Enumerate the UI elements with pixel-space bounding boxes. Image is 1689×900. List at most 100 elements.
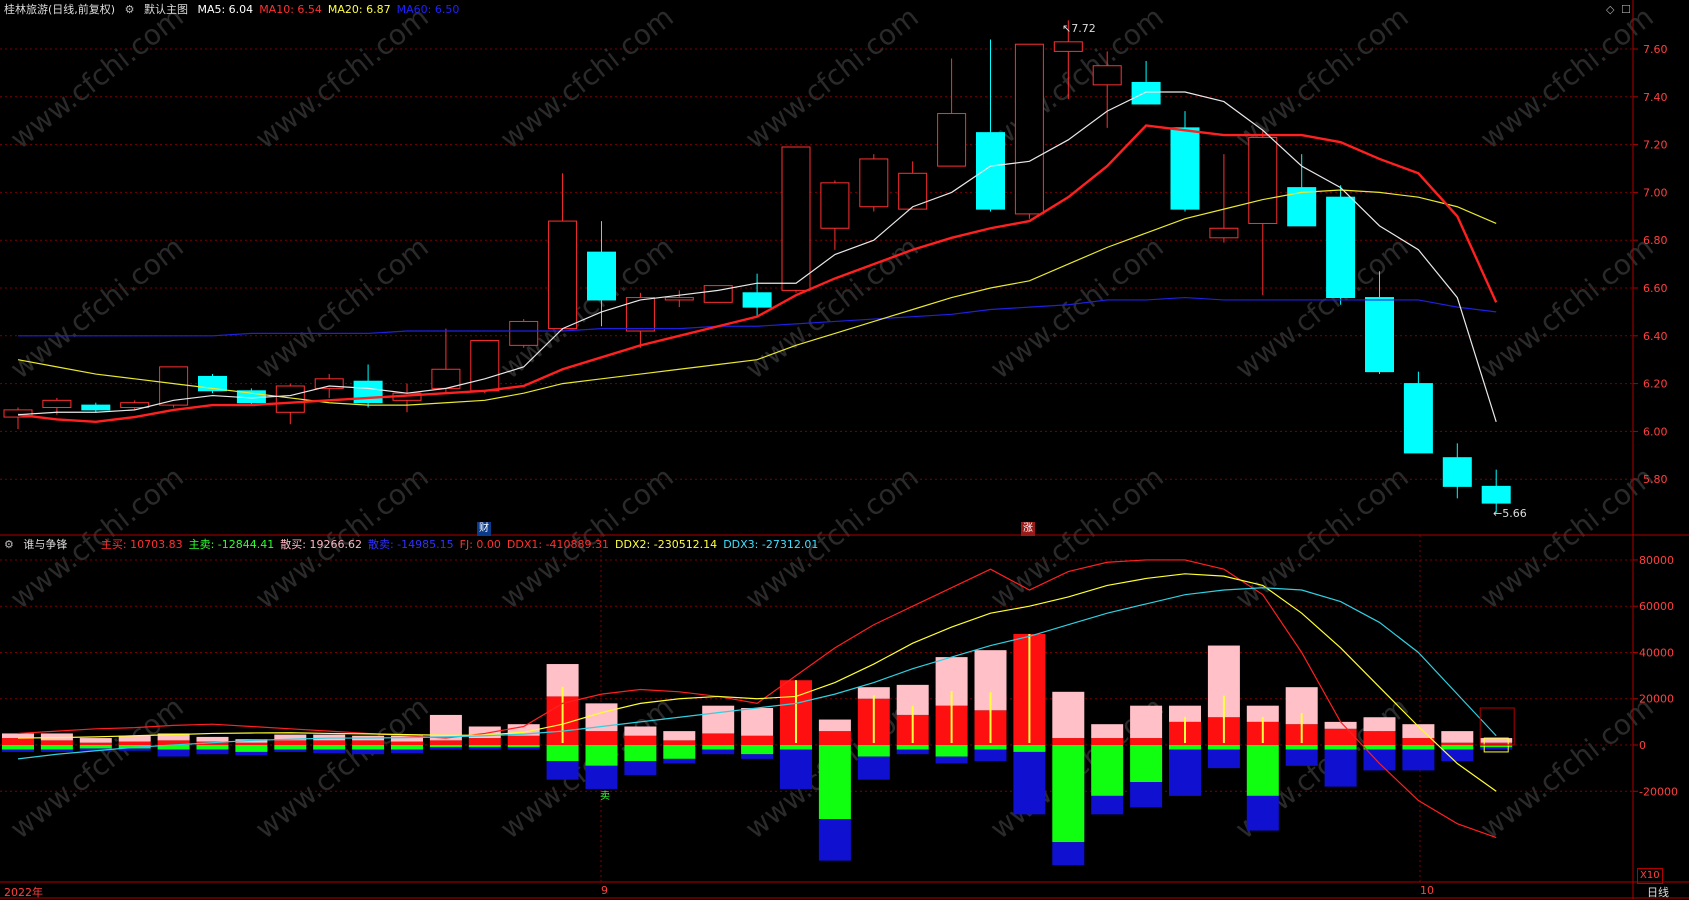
candle-body (820, 182, 850, 229)
watermark-text: www.cfchi.com (249, 690, 435, 845)
settings-icon[interactable]: ⚙ (124, 3, 135, 16)
finance-marker[interactable]: 财 (477, 522, 491, 536)
retail-sell-bar (429, 747, 462, 750)
candle-body (1170, 127, 1200, 210)
candle-body (1248, 136, 1278, 224)
axis-month-10: 10 (1420, 884, 1434, 897)
candle-body (314, 378, 344, 389)
retail-sell-bar (780, 749, 812, 789)
indicator-tick-label: 60000 (1639, 600, 1674, 613)
candle-body (81, 404, 111, 411)
main-sell-bar (235, 745, 268, 752)
candle-body (1442, 457, 1472, 487)
candle-body (120, 402, 150, 409)
indicator-value-5: DDX1: -410889.31 (506, 538, 610, 551)
main-buy-bar (624, 735, 657, 745)
main-sell-bar (818, 745, 851, 820)
main-sell-bar (585, 745, 618, 766)
candle-body (1131, 81, 1161, 105)
indicator-value-1: 主卖: -12844.41 (188, 538, 275, 551)
retail-sell-bar (1169, 749, 1201, 796)
retail-buy-bar (702, 705, 735, 734)
candle-body (859, 158, 889, 208)
main-sell-bar (702, 745, 735, 750)
retail-buy-bar (1363, 717, 1396, 732)
main-sell-bar (507, 745, 540, 748)
candle-body (1209, 227, 1239, 239)
main-sell-bar (1169, 745, 1201, 750)
watermark-text: www.cfchi.com (249, 230, 435, 385)
main-sell-bar (79, 745, 112, 749)
rise-marker[interactable]: 涨 (1021, 522, 1035, 536)
retail-buy-bar (1246, 705, 1279, 722)
period-label[interactable]: 日线 (1647, 886, 1669, 899)
retail-sell-bar (1013, 751, 1046, 815)
main-sell-bar (1324, 745, 1357, 750)
main-buy-bar (2, 738, 34, 745)
candle-body (470, 340, 500, 392)
main-buy-bar (1363, 731, 1396, 745)
indicator-tick-label: 20000 (1639, 693, 1674, 706)
price-tick-label: 6.80 (1643, 234, 1668, 247)
candle-body (781, 146, 811, 291)
candle-body (742, 292, 772, 308)
ma-indicator-2: MA20: 6.87 (327, 3, 391, 16)
retail-sell-bar (352, 749, 385, 755)
retail-sell-bar (1363, 749, 1396, 771)
retail-sell-bar (741, 754, 774, 759)
ddx2-line (17, 573, 1497, 792)
price-tick-label: 7.20 (1643, 139, 1668, 152)
indicator-header: ⚙ 谁与争锋 主买: 10703.83 主卖: -12844.41 散买: 1926… (4, 538, 830, 552)
indicator-tick-label: 0 (1639, 739, 1646, 752)
scale-x10[interactable]: X10 (1637, 868, 1663, 884)
retail-buy-bar (274, 734, 307, 741)
ma-indicator-3: MA60: 6.50 (396, 3, 460, 16)
stock-name[interactable]: 桂林旅游(日线,前复权) (4, 3, 116, 16)
main-sell-bar (1091, 745, 1124, 796)
diamond-icon[interactable]: ◇ (1606, 3, 1615, 16)
retail-sell-bar (507, 747, 540, 750)
indicator-settings-icon[interactable]: ⚙ (4, 538, 14, 551)
retail-buy-bar (468, 726, 501, 739)
retail-buy-bar (157, 733, 190, 741)
watermark-text: www.cfchi.com (1474, 0, 1660, 155)
candle-body (1092, 65, 1122, 86)
current-signal-box (1479, 707, 1515, 746)
price-tick-label: 6.40 (1643, 330, 1668, 343)
retail-sell-bar (40, 749, 73, 752)
main-buy-bar (79, 742, 112, 745)
retail-sell-bar (1130, 782, 1163, 808)
main-chart-label[interactable]: 默认主图 (143, 3, 188, 16)
candle-body (1365, 297, 1394, 373)
retail-buy-bar (1169, 705, 1201, 722)
candle-body (664, 297, 694, 301)
retail-sell-bar (974, 749, 1007, 762)
retail-sell-bar (313, 749, 346, 754)
main-buy-bar (1324, 728, 1357, 745)
main-chart-header: 桂林旅游(日线,前复权) ⚙ 默认主图 MA5: 6.04 MA10: 6.54 M… (4, 3, 471, 17)
main-sell-bar (468, 745, 501, 748)
retail-buy-bar (40, 733, 73, 741)
main-sell-bar (1130, 745, 1163, 783)
watermark-text: www.cfchi.com (1474, 230, 1660, 385)
candle-body (1326, 196, 1356, 299)
retail-buy-bar (118, 735, 151, 742)
retail-buy-bar (507, 724, 540, 736)
retail-buy-bar (663, 731, 696, 741)
moving-average-layer (17, 91, 1498, 424)
retail-sell-bar (1207, 749, 1240, 769)
retail-buy-bar (1324, 721, 1357, 729)
window-icon[interactable]: ☐ (1621, 3, 1631, 16)
main-sell-bar (196, 745, 229, 750)
indicator-name[interactable]: 谁与争锋 (23, 538, 68, 551)
retail-buy-bar (624, 726, 657, 736)
price-tick-label: 7.00 (1643, 186, 1668, 199)
retail-sell-bar (196, 749, 229, 755)
watermark-text: www.cfchi.com (4, 690, 190, 845)
main-buy-bar (429, 740, 462, 745)
main-buy-bar (468, 738, 501, 745)
main-sell-bar (1480, 745, 1513, 748)
main-sell-bar (896, 745, 929, 750)
